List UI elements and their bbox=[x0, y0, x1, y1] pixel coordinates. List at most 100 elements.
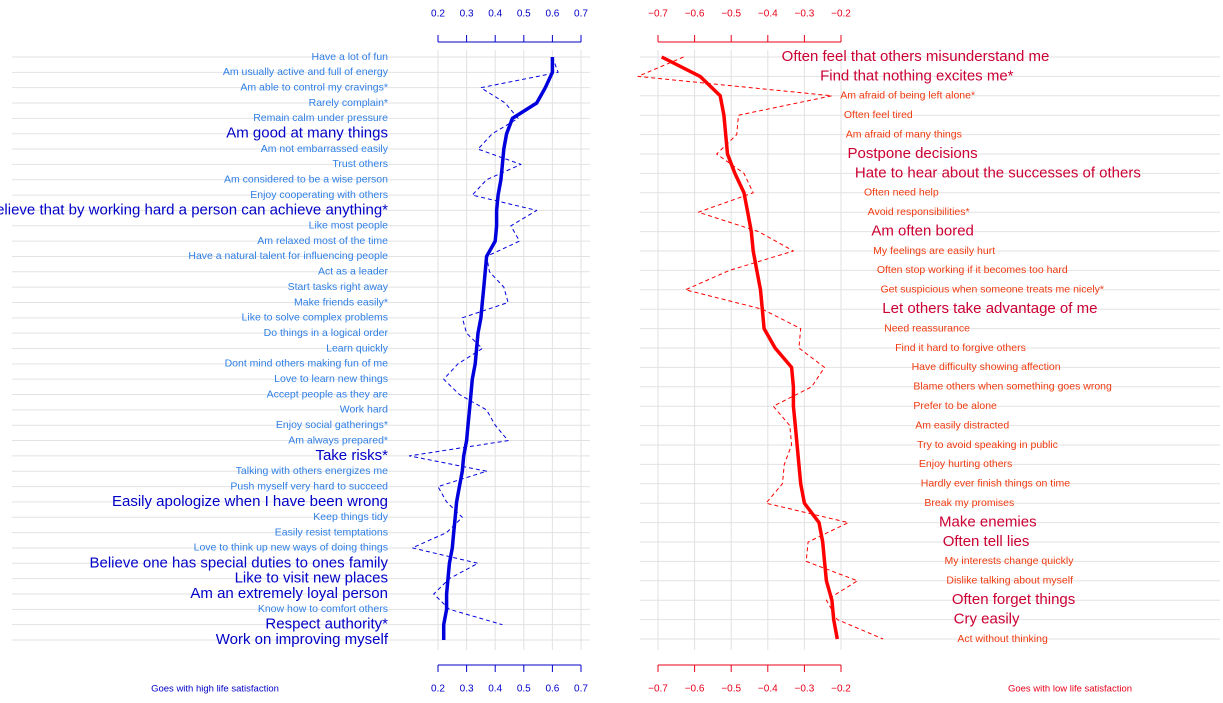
category-label: Enjoy social gatherings* bbox=[276, 419, 388, 431]
solid-line bbox=[441, 57, 555, 640]
category-label: Push myself very hard to succeed bbox=[230, 480, 388, 492]
x-tick-label: 0.3 bbox=[460, 684, 474, 695]
category-label: Have difficulty showing affection bbox=[912, 361, 1061, 373]
category-label: Am afraid of being left alone* bbox=[840, 90, 975, 102]
emphasized-label: Often forget things bbox=[952, 591, 1075, 608]
emphasized-label: Respect authority* bbox=[265, 616, 388, 633]
category-label: Prefer to be alone bbox=[913, 400, 997, 412]
x-tick-label: 0.5 bbox=[517, 684, 531, 695]
emphasized-label: Believe one has special duties to ones f… bbox=[89, 554, 388, 571]
x-tick-label: −0.2 bbox=[831, 9, 851, 20]
emphasized-label: Often tell lies bbox=[943, 533, 1030, 550]
dashed-line bbox=[408, 56, 559, 626]
category-label: Dislike talking about myself bbox=[946, 575, 1073, 587]
x-tick-label: 0.4 bbox=[488, 684, 502, 695]
category-label: Trust others bbox=[332, 158, 388, 170]
emphasized-label: Work on improving myself bbox=[216, 631, 389, 648]
category-label: Remain calm under pressure bbox=[253, 112, 388, 124]
category-label: Am relaxed most of the time bbox=[257, 235, 388, 247]
x-tick-label: 0.7 bbox=[574, 684, 588, 695]
dashed-line bbox=[637, 56, 884, 640]
category-label: My interests change quickly bbox=[945, 555, 1075, 567]
emphasized-label: Often feel that others misunderstand me bbox=[782, 48, 1050, 65]
x-tick-label: −0.5 bbox=[721, 9, 741, 20]
category-label: Am considered to be a wise person bbox=[224, 174, 388, 186]
category-label: Work hard bbox=[340, 404, 388, 416]
category-label: Avoid responsibilities* bbox=[868, 206, 970, 218]
footer-label: Goes with low life satisfaction bbox=[1008, 684, 1132, 695]
category-label: Have a lot of fun bbox=[312, 51, 389, 63]
category-label: Am able to control my cravings* bbox=[240, 81, 388, 93]
category-label: Am afraid of many things bbox=[846, 128, 962, 140]
category-label: Find it hard to forgive others bbox=[895, 342, 1026, 354]
emphasized-label: Postpone decisions bbox=[848, 145, 978, 162]
category-label: Easily resist temptations bbox=[275, 526, 388, 538]
x-tick-label: 0.6 bbox=[545, 684, 559, 695]
category-label: Often feel tired bbox=[844, 109, 913, 121]
x-tick-label: −0.4 bbox=[758, 9, 778, 20]
x-tick-label: −0.7 bbox=[648, 9, 668, 20]
category-label: Blame others when something goes wrong bbox=[913, 381, 1112, 393]
category-label: Rarely complain* bbox=[309, 97, 388, 109]
emphasized-label: Am good at many things bbox=[226, 125, 388, 142]
category-label: Act without thinking bbox=[957, 633, 1048, 645]
x-tick-label: 0.3 bbox=[460, 9, 474, 20]
emphasized-label: Believe that by working hard a person ca… bbox=[0, 201, 388, 218]
category-label: Get suspicious when someone treats me ni… bbox=[880, 284, 1104, 296]
x-tick-label: −0.3 bbox=[795, 684, 815, 695]
category-label: Do things in a logical order bbox=[264, 327, 389, 339]
x-tick-label: 0.2 bbox=[431, 684, 445, 695]
x-tick-label: 0.5 bbox=[517, 9, 531, 20]
footer-label: Goes with high life satisfaction bbox=[151, 684, 279, 695]
category-label: Learn quickly bbox=[326, 342, 389, 354]
category-label: Break my promises bbox=[924, 497, 1014, 509]
category-label: Am not embarrassed easily bbox=[261, 143, 389, 155]
category-label: Dont mind others making fun of me bbox=[225, 358, 389, 370]
emphasized-label: Find that nothing excites me* bbox=[820, 67, 1014, 84]
category-label: Hardly ever finish things on time bbox=[921, 478, 1071, 490]
x-tick-label: −0.7 bbox=[648, 684, 668, 695]
category-label: Am always prepared* bbox=[288, 434, 388, 446]
category-label: Talking with others energizes me bbox=[236, 465, 388, 477]
emphasized-label: Let others take advantage of me bbox=[882, 300, 1097, 317]
emphasized-label: Easily apologize when I have been wrong bbox=[112, 493, 388, 510]
category-label: Start tasks right away bbox=[288, 281, 389, 293]
category-label: Love to think up new ways of doing thing… bbox=[194, 542, 388, 554]
category-label: Am easily distracted bbox=[915, 419, 1009, 431]
category-label: Like most people bbox=[309, 220, 389, 232]
category-label: Love to learn new things bbox=[274, 373, 388, 385]
x-tick-label: −0.6 bbox=[685, 684, 705, 695]
x-tick-label: 0.6 bbox=[545, 9, 559, 20]
x-tick-label: −0.2 bbox=[831, 684, 851, 695]
x-tick-label: 0.2 bbox=[431, 9, 445, 20]
category-label: Accept people as they are bbox=[267, 388, 389, 400]
solid-line bbox=[660, 55, 840, 640]
emphasized-label: Am an extremely loyal person bbox=[190, 585, 388, 602]
category-label: Often need help bbox=[864, 187, 939, 199]
category-label: Know how to comfort others bbox=[258, 603, 388, 615]
category-label: My feelings are easily hurt bbox=[873, 245, 995, 257]
emphasized-label: Take risks* bbox=[315, 447, 388, 464]
category-label: Make friends easily* bbox=[294, 296, 388, 308]
category-label: Enjoy cooperating with others bbox=[250, 189, 388, 201]
emphasized-label: Like to visit new places bbox=[235, 570, 388, 587]
category-label: Am usually active and full of energy bbox=[223, 66, 389, 78]
category-label: Need reassurance bbox=[884, 322, 970, 334]
category-label: Often stop working if it becomes too har… bbox=[877, 264, 1068, 276]
emphasized-label: Cry easily bbox=[954, 611, 1020, 628]
category-label: Act as a leader bbox=[318, 266, 389, 278]
x-tick-label: 0.4 bbox=[488, 9, 502, 20]
x-tick-label: −0.6 bbox=[685, 9, 705, 20]
x-tick-label: −0.5 bbox=[721, 684, 741, 695]
emphasized-label: Hate to hear about the successes of othe… bbox=[855, 164, 1141, 181]
x-tick-label: −0.3 bbox=[795, 9, 815, 20]
category-label: Have a natural talent for influencing pe… bbox=[188, 250, 388, 262]
emphasized-label: Am often bored bbox=[871, 223, 974, 240]
x-tick-label: 0.7 bbox=[574, 9, 588, 20]
category-label: Try to avoid speaking in public bbox=[917, 439, 1058, 451]
x-tick-label: −0.4 bbox=[758, 684, 778, 695]
category-label: Enjoy hurting others bbox=[919, 458, 1012, 470]
emphasized-label: Make enemies bbox=[939, 514, 1037, 531]
